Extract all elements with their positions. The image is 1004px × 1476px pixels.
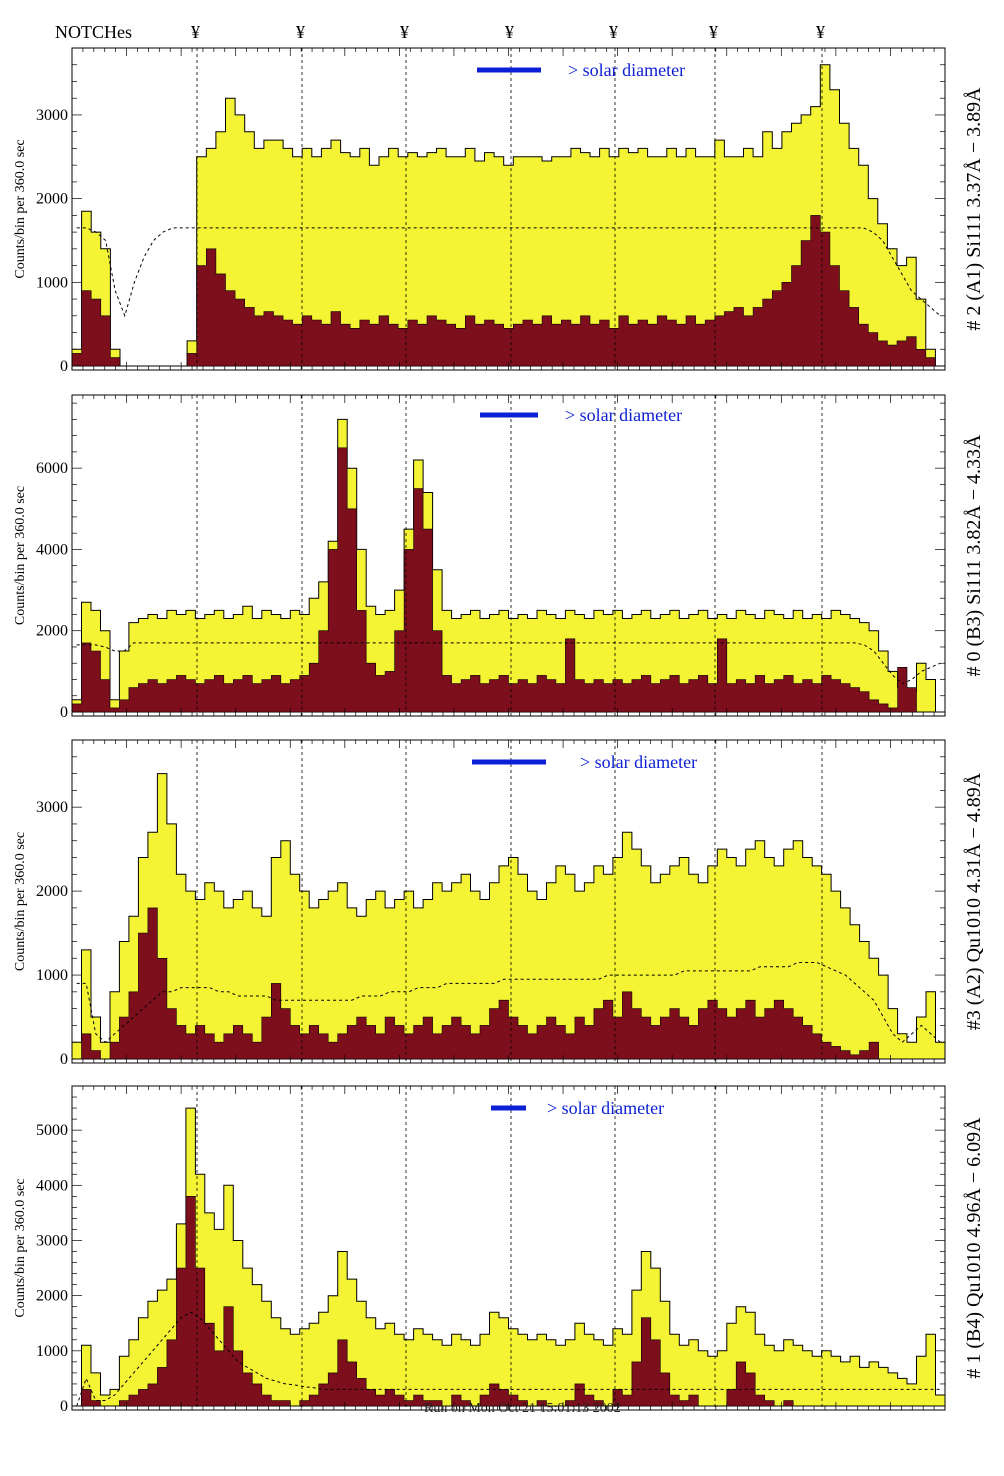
series-lower-histogram <box>72 907 945 1060</box>
notch-marker-1: ¥ <box>191 22 200 42</box>
series-model-curve <box>76 1311 941 1407</box>
notch-marker-7: ¥ <box>816 22 825 42</box>
legend-text: > solar diameter <box>568 60 685 80</box>
series-lower-histogram <box>71 447 945 713</box>
notch-markers: ¥ ¥ ¥ ¥ ¥ ¥ ¥ <box>191 22 825 42</box>
y-tick-label: 2000 <box>36 1288 68 1305</box>
notch-marker-5: ¥ <box>609 22 618 42</box>
panel-title: # 2 (A1) Si111 3.37Å − 3.89Å <box>963 87 985 331</box>
series-upper-histogram <box>71 64 945 367</box>
panel-title: #3 (A2) Qu1010 4.31Å − 4.89Å <box>963 772 985 1030</box>
series-upper-histogram <box>71 773 946 1060</box>
y-axis-label: Counts/bin per 360.0 sec <box>13 832 28 971</box>
y-tick-label: 6000 <box>36 460 68 477</box>
y-tick-label: 0 <box>60 358 68 375</box>
series-lower-histogram <box>71 215 945 367</box>
panel-title: # 0 (B3) Si111 3.82Å − 4.33Å <box>963 434 985 677</box>
panel-1: 0 1000 2000 3000 Counts/bin per 360.0 sec # 2… <box>13 47 985 375</box>
y-tick-label: 2000 <box>36 883 68 900</box>
y-tick-label: 1000 <box>36 274 68 291</box>
y-tick-label: 4000 <box>36 1177 68 1194</box>
series-upper-histogram <box>72 1107 946 1407</box>
y-tick-label: 3000 <box>36 799 68 816</box>
y-axis-label: Counts/bin per 360.0 sec <box>13 1178 28 1317</box>
y-tick-label: 5000 <box>36 1122 68 1139</box>
panel-2: 0 2000 4000 6000 Counts/bin per 360.0 sec # 0… <box>13 394 985 721</box>
notch-marker-6: ¥ <box>709 22 718 42</box>
notch-marker-3: ¥ <box>400 22 409 42</box>
notches-title: NOTCHes <box>55 22 132 42</box>
y-tick-label: 3000 <box>36 1232 68 1249</box>
y-tick-label: 3000 <box>36 107 68 124</box>
notch-marker-2: ¥ <box>296 22 305 42</box>
chart-panels: 0 1000 2000 3000 Counts/bin per 360.0 sec # 2… <box>13 47 985 1415</box>
y-tick-label: 0 <box>60 1051 68 1068</box>
panel-4: 0 1000 2000 3000 4000 5000 Counts/bin per 360.… <box>13 1085 985 1415</box>
y-tick-label: 1000 <box>36 967 68 984</box>
panel-title: # 1 (B4) Qu1010 4.96Å − 6.09Å <box>963 1117 985 1379</box>
y-tick-label: 0 <box>60 704 68 721</box>
y-tick-label: 2000 <box>36 623 68 640</box>
legend-text: > solar diameter <box>547 1098 664 1118</box>
y-axis-label: Counts/bin per 360.0 sec <box>13 486 28 625</box>
series-lower-histogram <box>72 1196 945 1407</box>
y-axis-label: Counts/bin per 360.0 sec <box>13 139 28 278</box>
y-tick-label: 0 <box>60 1398 68 1415</box>
notch-marker-4: ¥ <box>505 22 514 42</box>
y-tick-label: 1000 <box>36 1343 68 1360</box>
legend-text: > solar diameter <box>565 405 682 425</box>
y-tick-label: 2000 <box>36 191 68 208</box>
panel-3: 0 1000 2000 3000 Counts/bin per 360.0 sec #3 … <box>13 739 985 1068</box>
run-footer: Run on Mon Oct 21 15:01:13 2002 <box>424 1401 621 1416</box>
legend-text: > solar diameter <box>580 752 697 772</box>
y-tick-label: 4000 <box>36 541 68 558</box>
